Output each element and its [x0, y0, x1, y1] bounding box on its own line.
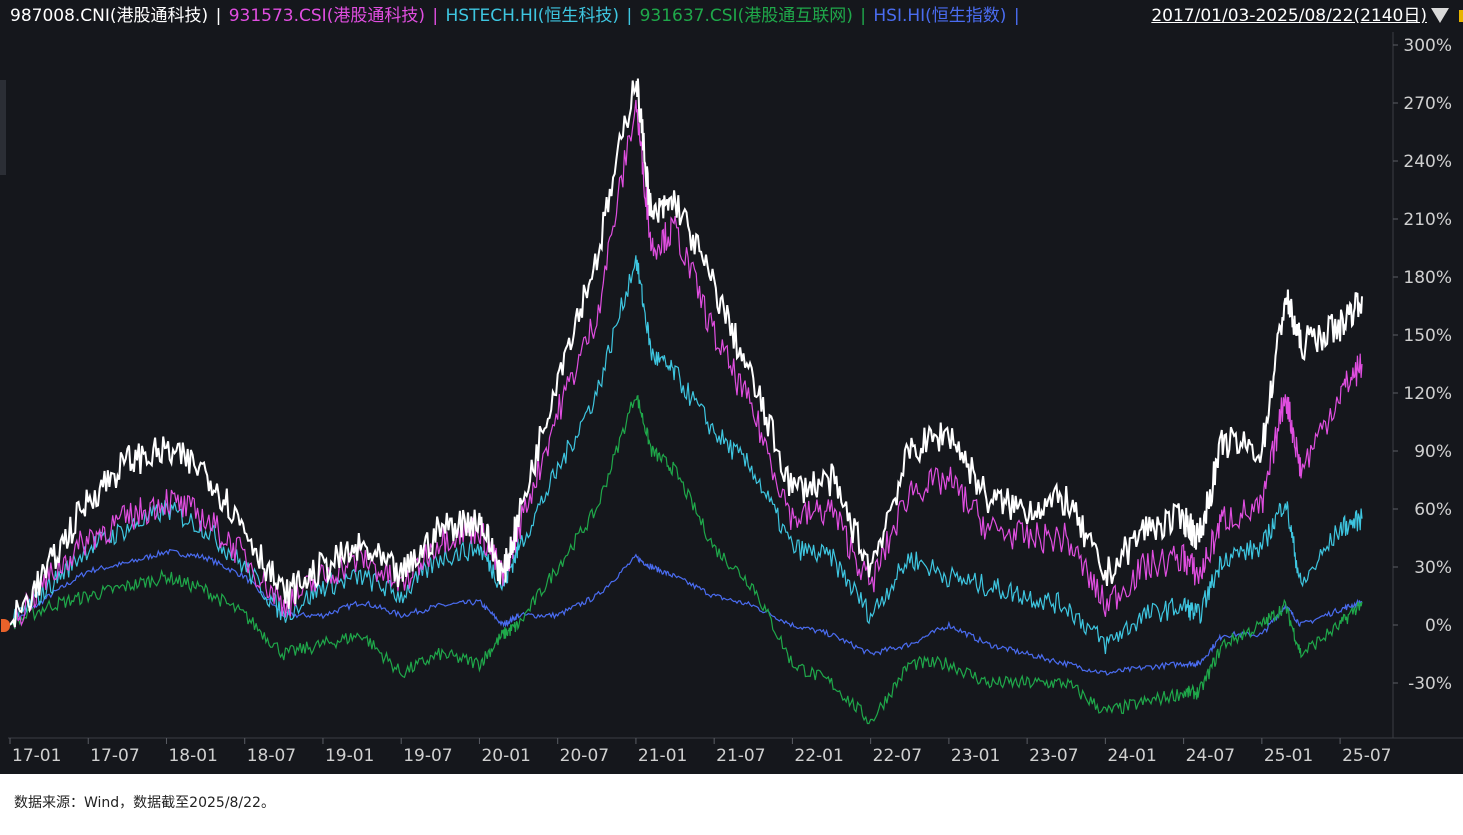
legend-separator: | — [621, 6, 638, 26]
legend-separator: | — [426, 6, 444, 26]
x-tick-label: 20-07 — [560, 746, 609, 766]
y-tick-label: 60% — [1414, 500, 1452, 520]
x-tick-label: 23-07 — [1029, 746, 1078, 766]
y-tick-label: 270% — [1403, 94, 1452, 114]
x-tick-label: 22-07 — [873, 746, 922, 766]
legend-separator: | — [210, 6, 227, 26]
chart-panel: 300% 270% 240% 210% 180% 150% 120% 90% 60% 30% 0% -… — [0, 0, 1463, 774]
x-tick-label: 19-07 — [403, 746, 452, 766]
date-range-label[interactable]: 2017/01/03-2025/08/22(2140日) — [1151, 6, 1427, 26]
legend: 987008.CNI(港股通科技) | 931573.CSI(港股通科技) | … — [10, 4, 1090, 29]
y-tick-label: -30% — [1408, 674, 1452, 694]
legend-item[interactable]: 931637.CSI(港股通互联网) — [639, 6, 853, 26]
y-tick-label: 240% — [1403, 152, 1452, 172]
legend-item[interactable]: HSTECH.HI(恒生科技) — [445, 6, 620, 26]
y-tick-label: 180% — [1403, 268, 1452, 288]
y-tick-label: 210% — [1403, 210, 1452, 230]
legend-separator: | — [1008, 6, 1020, 26]
date-range-selector[interactable]: 2017/01/03-2025/08/22(2140日) — [1151, 4, 1449, 29]
y-tick-label: 150% — [1403, 326, 1452, 346]
source-note: 数据来源：Wind，数据截至2025/8/22。 — [14, 795, 275, 811]
legend-separator: | — [854, 6, 872, 26]
series-line — [9, 548, 1363, 676]
x-tick-label: 23-01 — [951, 746, 1000, 766]
x-tick-label: 17-07 — [90, 746, 139, 766]
x-tick-label: 18-01 — [168, 746, 217, 766]
legend-item[interactable]: HSI.HI(恒生指数) — [873, 6, 1007, 26]
x-tick-label: 25-01 — [1264, 746, 1313, 766]
y-tick-label: 0% — [1425, 616, 1452, 636]
legend-item[interactable]: 931573.CSI(港股通科技) — [228, 6, 425, 26]
x-tick-label: 24-01 — [1107, 746, 1156, 766]
y-tick-label: 120% — [1403, 384, 1452, 404]
series-line — [9, 395, 1363, 725]
x-tick-label: 18-07 — [247, 746, 296, 766]
y-tick-label: 90% — [1414, 442, 1452, 462]
series-line — [9, 255, 1363, 655]
x-tick-label: 17-01 — [12, 746, 61, 766]
series-line — [9, 78, 1363, 628]
x-tick-label: 19-01 — [325, 746, 374, 766]
x-tick-label: 22-01 — [794, 746, 843, 766]
left-scroll-strip[interactable] — [0, 80, 6, 175]
x-tick-label: 21-01 — [638, 746, 687, 766]
x-tick-label: 21-07 — [716, 746, 765, 766]
dropdown-arrow-icon[interactable] — [1431, 8, 1449, 23]
start-point-marker — [1, 619, 10, 632]
series-group — [9, 78, 1363, 725]
x-tick-label: 24-07 — [1186, 746, 1235, 766]
y-tick-label: 300% — [1403, 36, 1452, 56]
x-axis-ticks: 17-01 17-07 18-01 18-07 19-01 19-07 20-01 20-07… — [9, 738, 1391, 766]
x-tick-label: 25-07 — [1342, 746, 1391, 766]
line-chart: 300% 270% 240% 210% 180% 150% 120% 90% 60% 30% 0% -… — [8, 32, 1463, 766]
y-tick-label: 30% — [1414, 558, 1452, 578]
panel-edge-marker — [1459, 10, 1463, 22]
series-line — [9, 99, 1363, 628]
x-tick-label: 20-01 — [481, 746, 530, 766]
legend-item[interactable]: 987008.CNI(港股通科技) — [10, 6, 209, 26]
y-axis-ticks: 300% 270% 240% 210% 180% 150% 120% 90% 60% 30% 0% -… — [1393, 36, 1452, 694]
